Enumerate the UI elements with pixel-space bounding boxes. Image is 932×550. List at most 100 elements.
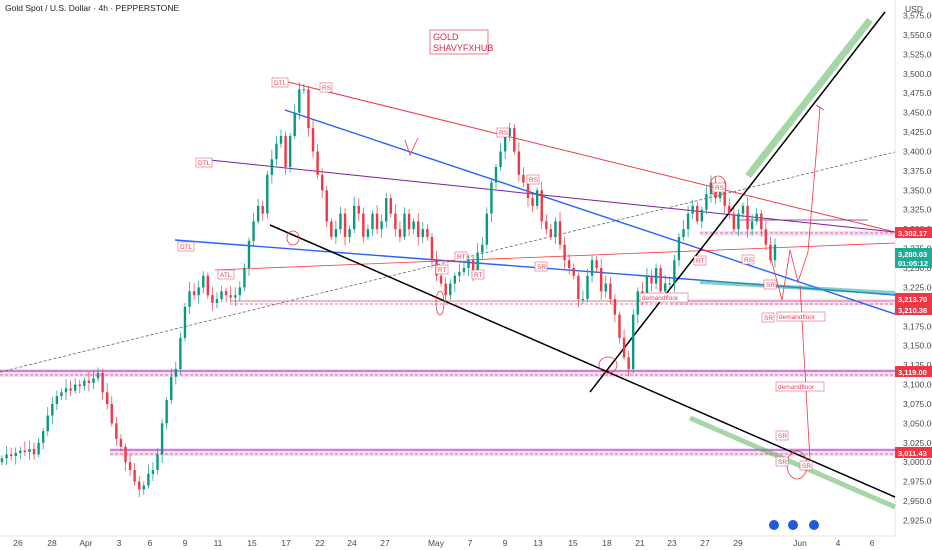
price-tick-label: 3,125.00	[903, 360, 932, 370]
candle-body	[37, 442, 40, 455]
candle-body	[522, 174, 525, 183]
candle-body	[421, 229, 425, 237]
watermark-line1: GOLD	[433, 32, 459, 42]
svg-text:RT: RT	[696, 258, 705, 265]
price-tag: 3,011.43	[895, 447, 932, 458]
time-tick-label: Apr	[79, 538, 92, 548]
annotation-label: SR	[799, 460, 813, 471]
candle-body	[78, 384, 81, 387]
price-tick-label: 3,025.00	[903, 438, 932, 448]
time-tick-label: 26	[13, 538, 23, 548]
price-tag: 3,119.00	[895, 366, 932, 377]
price-tag: 3,213.70	[895, 293, 932, 304]
candle-body	[270, 159, 274, 175]
annotation-label: RS	[319, 82, 333, 93]
candle-body	[234, 295, 237, 298]
candle-body	[55, 396, 59, 404]
time-axis[interactable]: 26 28 Apr 3 6 9 11 15 17 22 24 27 May 7 9 13 15 18 21 23 27 2…	[13, 538, 874, 548]
candle-body	[737, 213, 740, 230]
candle-body	[586, 275, 589, 300]
candle-body	[471, 260, 475, 276]
candle-body	[83, 380, 86, 387]
candle-body	[467, 260, 470, 268]
candle-body	[5, 454, 8, 459]
candle-body	[229, 295, 232, 298]
candle-body	[526, 182, 530, 199]
candle-body	[14, 452, 17, 456]
candle-body	[156, 454, 159, 470]
annotation-label: SR	[775, 430, 789, 441]
candle-body	[343, 213, 347, 237]
annotation-label: demandfloor	[639, 292, 689, 303]
candle-body	[366, 229, 370, 237]
price-tick-label: 3,325.00	[903, 205, 932, 215]
candle-body	[183, 306, 187, 338]
svg-text:RS: RS	[529, 177, 539, 184]
candle-body	[64, 388, 68, 393]
svg-text:RS: RS	[715, 185, 725, 192]
candle-body	[462, 268, 466, 272]
arrow-up	[404, 137, 419, 157]
candle-body	[261, 205, 264, 214]
candle-body	[659, 268, 662, 292]
candle-body	[577, 275, 580, 300]
time-tick-label: 27	[380, 538, 390, 548]
candle-body	[357, 205, 360, 214]
time-tick-label: 13	[533, 538, 543, 548]
candle-body	[115, 423, 118, 439]
time-tick-label: 27	[700, 538, 710, 548]
annotation-label: RS	[741, 254, 755, 265]
svg-text:demandfloor: demandfloor	[778, 384, 815, 391]
annotation-label: demandfloor	[775, 381, 825, 392]
candle-body	[375, 213, 379, 230]
candle-body	[476, 252, 479, 276]
candle-body	[581, 299, 585, 301]
candle-body	[215, 299, 219, 303]
candle-body	[540, 190, 543, 222]
candle-body	[380, 221, 383, 230]
candle-body	[613, 299, 617, 315]
svg-text:3,213.70: 3,213.70	[898, 295, 927, 304]
time-tick-label: 3	[117, 538, 122, 548]
svg-text:SR: SR	[766, 282, 775, 289]
price-tick-label: 3,400.00	[903, 146, 932, 156]
svg-text:3,011.43: 3,011.43	[898, 449, 927, 458]
candle-body	[760, 213, 763, 230]
candle-body	[28, 448, 31, 453]
candle-body	[728, 205, 731, 214]
annotation-label: RS	[526, 174, 540, 185]
chart-title: Gold Spot / U.S. Dollar · 4h · PEPPERSTO…	[5, 3, 179, 13]
candle-body	[412, 221, 415, 230]
svg-text:3,119.00: 3,119.00	[898, 368, 927, 377]
candle-body	[69, 388, 72, 391]
candle-body	[718, 190, 722, 199]
annotation-label: RT	[471, 269, 485, 280]
candle-body	[133, 469, 136, 482]
candle-body	[142, 485, 145, 490]
support-zones	[0, 231, 895, 456]
price-tick-label: 3,550.00	[903, 30, 932, 40]
svg-text:demandfloor: demandfloor	[642, 295, 679, 302]
price-tick-label: 2,950.00	[903, 496, 932, 506]
time-tick-label: 15	[568, 538, 578, 548]
candle-body	[293, 112, 296, 136]
candle-body	[654, 268, 658, 284]
candle-body	[206, 275, 210, 296]
candle-body	[696, 205, 699, 222]
time-tick-label: 29	[733, 538, 743, 548]
candle-body	[362, 213, 365, 237]
candle-body	[298, 89, 301, 113]
candle-body	[325, 190, 328, 222]
candle-body	[773, 244, 777, 261]
candle-body	[165, 400, 168, 424]
candle-body	[41, 431, 45, 443]
candle-body	[622, 337, 626, 358]
price-tick-label: 3,000.00	[903, 457, 932, 467]
candle-body	[636, 291, 639, 315]
time-tick-label: 22	[315, 538, 325, 548]
candle-body	[23, 450, 27, 453]
svg-text:SR: SR	[778, 433, 787, 440]
svg-text:ATL: ATL	[220, 272, 232, 279]
